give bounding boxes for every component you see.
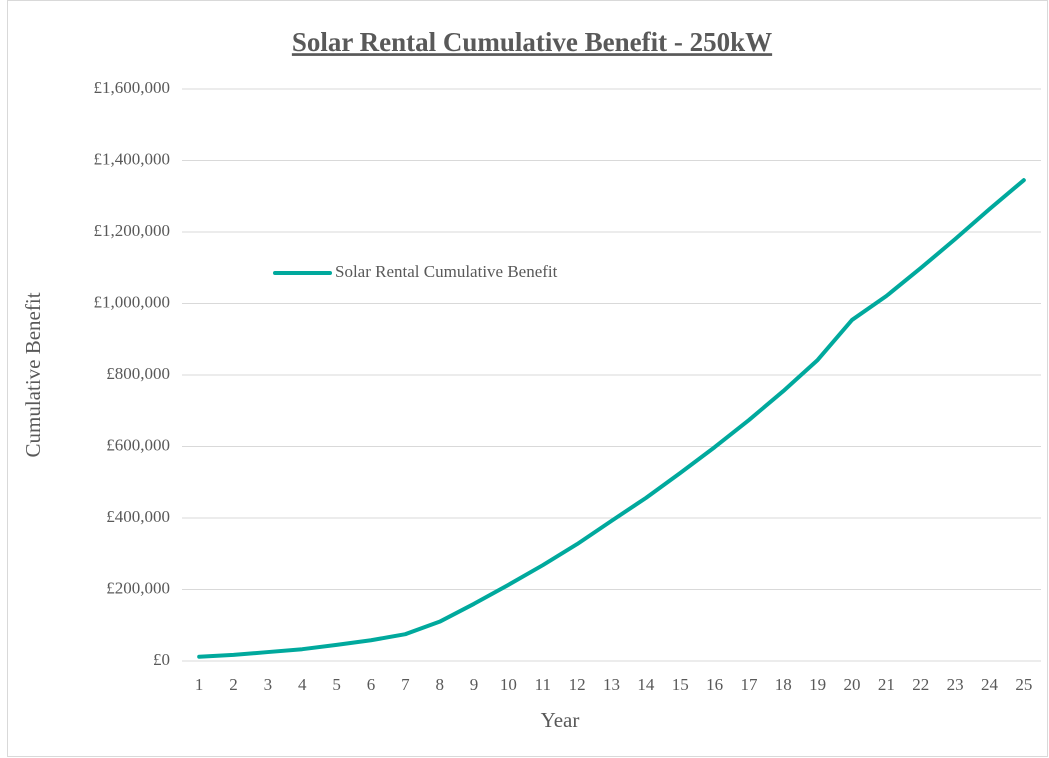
y-axis-title: Cumulative Benefit (21, 292, 45, 457)
x-tick-label: 16 (706, 675, 723, 694)
x-tick-label: 10 (500, 675, 517, 694)
y-tick-label: £400,000 (106, 507, 170, 526)
x-tick-label: 20 (844, 675, 861, 694)
x-tick-label: 5 (332, 675, 341, 694)
x-axis-title: Year (541, 708, 580, 732)
y-tick-label: £1,600,000 (94, 78, 171, 97)
x-tick-label: 3 (264, 675, 273, 694)
x-tick-label: 4 (298, 675, 307, 694)
x-tick-label: 11 (535, 675, 551, 694)
x-tick-label: 18 (775, 675, 792, 694)
x-tick-label: 13 (603, 675, 620, 694)
y-tick-label: £200,000 (106, 578, 170, 597)
y-tick-label: £600,000 (106, 435, 170, 454)
x-tick-label: 1 (195, 675, 204, 694)
y-tick-label: £1,200,000 (94, 221, 171, 240)
x-tick-label: 7 (401, 675, 410, 694)
x-tick-label: 22 (912, 675, 929, 694)
x-tick-label: 6 (367, 675, 376, 694)
x-tick-label: 14 (637, 675, 655, 694)
y-tick-label: £1,400,000 (94, 149, 171, 168)
x-tick-label: 17 (740, 675, 758, 694)
legend-label: Solar Rental Cumulative Benefit (335, 262, 558, 281)
y-tick-label: £800,000 (106, 364, 170, 383)
x-tick-label: 12 (569, 675, 586, 694)
x-tick-label: 21 (878, 675, 895, 694)
x-tick-label: 8 (435, 675, 444, 694)
x-tick-label: 15 (672, 675, 689, 694)
x-tick-label: 25 (1015, 675, 1032, 694)
x-tick-label: 9 (470, 675, 479, 694)
chart-frame (7, 0, 1048, 757)
x-tick-label: 24 (981, 675, 999, 694)
chart-title: Solar Rental Cumulative Benefit - 250kW (292, 27, 772, 57)
y-tick-label: £1,000,000 (94, 292, 171, 311)
series-line (197, 178, 1026, 659)
x-tick-label: 23 (947, 675, 964, 694)
y-tick-label: £0 (153, 650, 170, 669)
x-tick-label: 2 (229, 675, 238, 694)
x-tick-label: 19 (809, 675, 826, 694)
